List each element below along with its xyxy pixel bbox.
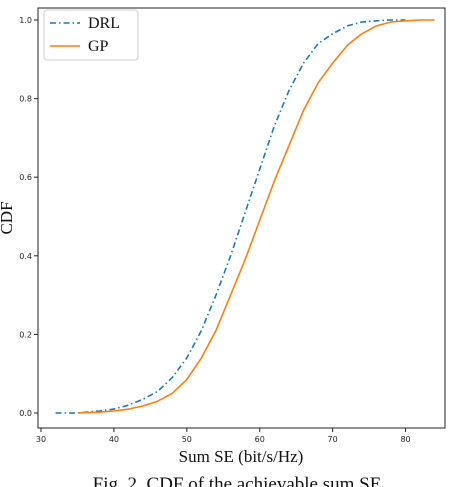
x-tick-label: 50: [182, 435, 192, 444]
x-tick-label: 60: [255, 435, 265, 444]
legend-drl-label: DRL: [88, 15, 120, 32]
y-tick-label: 0.2: [19, 330, 32, 339]
y-tick-label: 0.4: [19, 252, 32, 261]
legend-gp-label: GP: [88, 38, 109, 55]
y-tick-label: 1.0: [19, 16, 32, 25]
series-lines: [55, 19, 435, 414]
x-tick-label: 80: [400, 435, 410, 444]
series-line-gp: [77, 19, 435, 414]
x-axis-label: Sum SE (bit/s/Hz): [179, 447, 304, 466]
y-tick-label: 0.6: [19, 173, 32, 182]
y-tick-label: 0.8: [19, 95, 32, 104]
y-axis-label: CDF: [0, 201, 16, 234]
x-tick-label: 70: [328, 435, 338, 444]
legend: DRL GP: [43, 9, 139, 61]
figure-caption: Fig. 2. CDF of the achievable sum SE: [93, 474, 382, 487]
x-tick-label: 40: [109, 435, 119, 444]
y-axis-ticks: 0.0 0.2 0.4 0.6 0.8 1.0: [19, 16, 38, 418]
y-tick-label: 0.0: [19, 409, 32, 418]
plot-area: [37, 7, 446, 429]
series-line-drl: [55, 19, 406, 414]
x-axis-ticks: 30 40 50 60 70 80: [36, 428, 411, 444]
x-tick-label: 30: [36, 435, 46, 444]
